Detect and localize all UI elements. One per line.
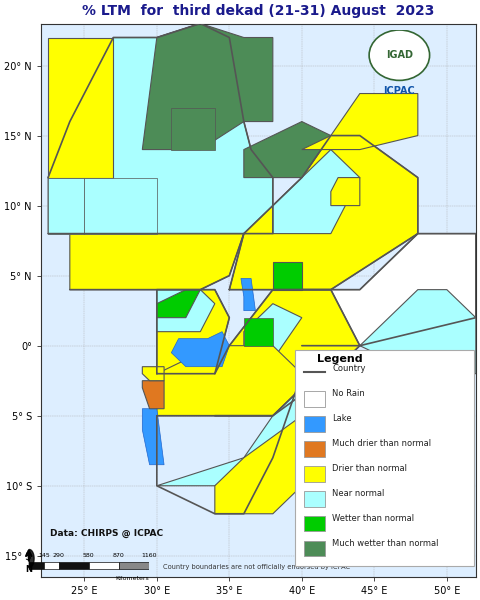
Polygon shape [157,346,302,416]
Polygon shape [143,367,164,380]
Polygon shape [244,122,331,178]
Text: Kilometers: Kilometers [115,576,149,581]
Bar [119,562,149,569]
Bar [304,441,325,457]
Title: % LTM  for  third dekad (21-31) August  2023: % LTM for third dekad (21-31) August 202… [82,4,434,18]
Polygon shape [360,290,476,374]
Polygon shape [157,388,302,486]
Bar [304,466,325,482]
Polygon shape [229,136,418,290]
Polygon shape [241,278,255,311]
Polygon shape [302,233,476,346]
Polygon shape [171,107,215,149]
Text: Lake: Lake [332,414,352,423]
Polygon shape [215,290,360,416]
Bar [29,562,44,569]
Bar [304,541,325,556]
Text: Legend: Legend [317,354,363,364]
Text: 145: 145 [38,553,49,558]
Polygon shape [157,290,200,317]
Text: N: N [25,565,32,574]
Text: Much wetter than normal: Much wetter than normal [332,539,439,548]
Text: 1160: 1160 [141,553,156,558]
Polygon shape [48,178,84,233]
Polygon shape [70,233,244,290]
Polygon shape [48,38,113,178]
Polygon shape [244,304,302,359]
Polygon shape [157,290,215,332]
Bar [59,562,89,569]
Text: 580: 580 [83,553,95,558]
Text: ICPAC: ICPAC [384,86,415,96]
Bar [304,516,325,532]
Polygon shape [215,416,302,514]
Text: 290: 290 [53,553,65,558]
Polygon shape [171,332,229,367]
Polygon shape [273,149,360,233]
Text: Much drier than normal: Much drier than normal [332,439,432,448]
Text: Wetter than normal: Wetter than normal [332,514,414,523]
Text: Data: CHIRPS @ ICPAC: Data: CHIRPS @ ICPAC [49,529,163,538]
Text: IGAD: IGAD [386,50,413,60]
Text: 870: 870 [113,553,125,558]
Bar [89,562,119,569]
Polygon shape [302,94,418,149]
Polygon shape [302,359,331,402]
Circle shape [369,30,430,80]
Polygon shape [331,178,360,206]
Polygon shape [143,409,164,465]
Polygon shape [273,262,302,290]
Bar [304,391,325,407]
Polygon shape [143,23,273,149]
Text: Country: Country [332,364,366,373]
Polygon shape [84,178,157,233]
Text: Country boundaries are not officially endorsed by ICPAC: Country boundaries are not officially en… [163,564,350,570]
Text: Drier than normal: Drier than normal [332,464,407,473]
FancyBboxPatch shape [295,350,474,566]
Bar [304,491,325,506]
Polygon shape [48,23,273,233]
Polygon shape [143,380,164,409]
Text: No Rain: No Rain [332,389,365,398]
Bar [304,416,325,432]
Polygon shape [244,317,273,346]
Text: Near normal: Near normal [332,489,384,498]
Text: 0: 0 [27,553,31,558]
Polygon shape [157,290,229,374]
Bar [44,562,59,569]
